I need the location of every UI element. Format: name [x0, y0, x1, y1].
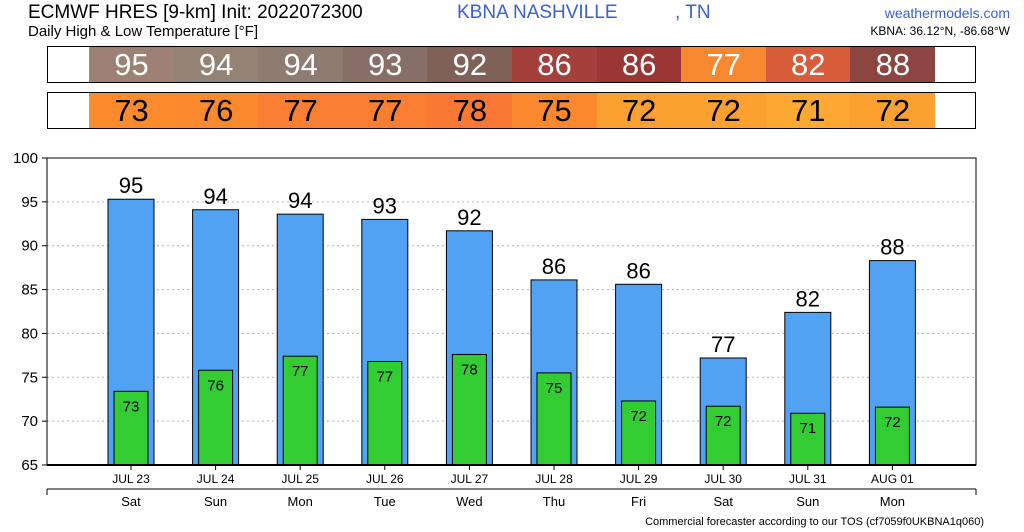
- high-cell: 92: [427, 47, 513, 82]
- station-state: , TN: [675, 2, 711, 23]
- plot-area: [47, 158, 976, 465]
- high-cell: 88: [850, 47, 936, 82]
- date-label: JUL 31: [789, 472, 827, 486]
- low-temp-bar: [113, 390, 149, 466]
- low-temp-bar: [367, 360, 403, 466]
- date-label: JUL 25: [281, 472, 319, 486]
- low-temp-label: 77: [292, 363, 309, 380]
- low-temp-bar: [198, 369, 234, 466]
- y-tick-label: 65: [21, 457, 38, 474]
- day-label: Sun: [204, 494, 227, 509]
- day-label: Sat: [713, 494, 733, 509]
- low-temp-label: 76: [207, 377, 224, 394]
- low-cell: 77: [342, 93, 428, 128]
- low-cell: 76: [173, 93, 259, 128]
- model-title: ECMWF HRES [9-km] Init: 2022072300: [28, 2, 363, 23]
- low-cell: 72: [850, 93, 936, 128]
- high-cell: 82: [765, 47, 851, 82]
- high-temp-label: 86: [626, 258, 650, 283]
- low-cell: 71: [765, 93, 851, 128]
- low-cell: 72: [681, 93, 767, 128]
- day-label: Sun: [796, 494, 819, 509]
- low-temp-label: 78: [461, 361, 478, 378]
- day-label: Mon: [288, 494, 313, 509]
- day-label: Fri: [631, 494, 646, 509]
- low-cell: 72: [596, 93, 682, 128]
- chart-subtitle: Daily High & Low Temperature [°F]: [28, 23, 258, 40]
- high-cell: 95: [89, 47, 174, 82]
- y-tick-label: 95: [21, 194, 38, 211]
- low-temp-label: 73: [123, 398, 140, 415]
- low-temp-label: 77: [376, 368, 393, 385]
- low-cell: 77: [258, 93, 344, 128]
- y-tick-label: 100: [13, 150, 38, 167]
- day-label: Sat: [121, 494, 141, 509]
- high-temp-label: 88: [880, 235, 904, 260]
- y-tick-label: 80: [21, 325, 38, 342]
- low-cell: 75: [512, 93, 597, 128]
- high-temp-label: 86: [542, 254, 566, 279]
- y-tick-label: 85: [21, 282, 38, 299]
- low-temp-label: 75: [546, 380, 563, 397]
- low-temp-bar: [282, 355, 318, 466]
- date-label: JUL 30: [704, 472, 742, 486]
- date-label: JUL 24: [197, 472, 235, 486]
- day-label: Thu: [543, 494, 565, 509]
- day-label: Tue: [374, 494, 396, 509]
- day-label: Mon: [880, 494, 905, 509]
- high-cell: 93: [342, 47, 428, 82]
- high-temp-label: 95: [119, 173, 143, 198]
- date-label: JUL 23: [112, 472, 150, 486]
- low-cell: 78: [427, 93, 513, 128]
- low-temp-label: 72: [884, 414, 901, 431]
- low-temp-bar: [874, 406, 910, 466]
- high-cell: 86: [512, 47, 597, 82]
- high-cell: 77: [681, 47, 767, 82]
- date-label: JUL 29: [620, 472, 658, 486]
- low-temp-label: 72: [630, 408, 647, 425]
- date-label: AUG 01: [871, 472, 914, 486]
- low-temp-bar: [705, 405, 741, 466]
- day-label: Wed: [456, 494, 483, 509]
- low-temperature-strip: 73 76 77 77 78 75 72 72 71 72: [47, 92, 976, 129]
- low-temp-bar: [621, 400, 657, 466]
- high-cell: 94: [173, 47, 259, 82]
- date-label: JUL 27: [451, 472, 489, 486]
- y-tick-label: 90: [21, 238, 38, 255]
- high-temp-label: 82: [796, 286, 820, 311]
- low-temp-label: 71: [799, 420, 816, 437]
- high-cell: 94: [258, 47, 344, 82]
- station-coordinates: KBNA: 36.12°N, -86.68°W: [870, 24, 1010, 38]
- station-name: KBNA NASHVILLE: [457, 2, 618, 23]
- footer-note: Commercial forecaster according to our T…: [645, 516, 984, 528]
- high-temp-label: 94: [288, 188, 312, 213]
- high-temperature-strip: 95 94 94 93 92 86 86 77 82 88: [47, 46, 976, 83]
- high-temp-label: 94: [203, 184, 227, 209]
- high-temp-label: 93: [373, 193, 397, 218]
- low-temp-label: 72: [715, 413, 732, 430]
- high-temp-label: 77: [711, 332, 735, 357]
- high-temp-label: 92: [457, 205, 481, 230]
- low-cell: 73: [89, 93, 174, 128]
- high-cell: 86: [596, 47, 682, 82]
- date-label: JUL 26: [366, 472, 404, 486]
- date-label: JUL 28: [535, 472, 573, 486]
- y-tick-label: 75: [21, 369, 38, 386]
- site-link[interactable]: weathermodels.com: [884, 5, 1010, 21]
- low-temp-bar: [536, 372, 572, 466]
- y-tick-label: 70: [21, 413, 38, 430]
